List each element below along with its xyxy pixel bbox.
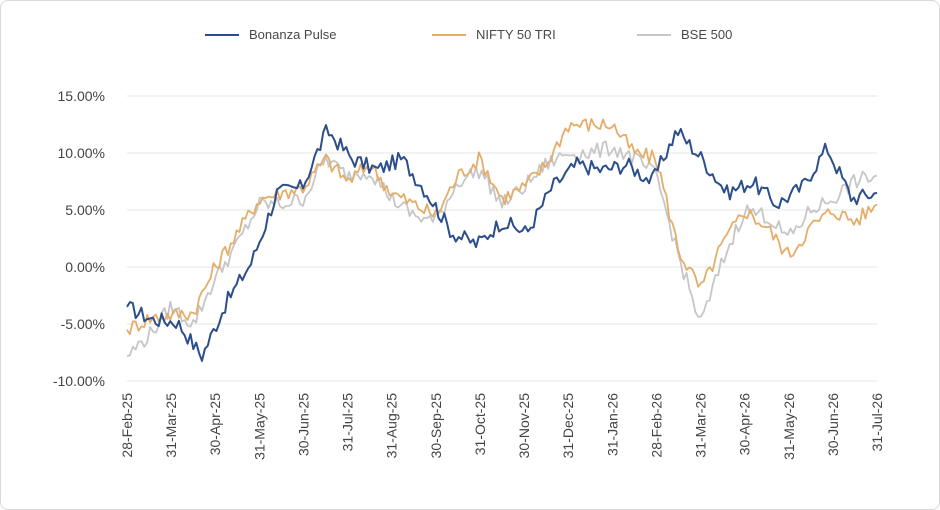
x-tick-label: 30-Jun-25 (295, 393, 311, 456)
legend-item-bse-500: BSE 500 (637, 27, 732, 42)
chart-series (126, 118, 878, 362)
x-tick-label: 31-May-26 (781, 393, 797, 460)
legend-swatch-bonanza-pulse (205, 33, 239, 36)
x-tick-label: 28-Feb-25 (119, 393, 135, 458)
x-tick-label: 31-Mar-25 (163, 393, 179, 458)
x-tick-label: 31-Mar-26 (693, 393, 709, 458)
legend-label-bse-500: BSE 500 (681, 27, 733, 42)
y-tick-label: 5.00% (65, 202, 105, 218)
x-tick-label: 28-Feb-26 (648, 393, 664, 458)
x-tick-label: 30-Apr-25 (207, 393, 223, 455)
y-tick-label: 15.00% (58, 88, 105, 104)
x-axis-ticks: 28-Feb-25 31-Mar-25 30-Apr-25 31-May-25 30-J… (119, 393, 885, 460)
y-tick-label: 10.00% (58, 145, 105, 161)
x-tick-label: 30-Sep-25 (428, 393, 444, 459)
y-axis-ticks: 15.00% 10.00% 5.00% 0.00% -5.00% -10.00% (53, 88, 105, 389)
x-tick-label: 31-May-25 (251, 393, 267, 460)
legend-swatch-bse-500 (637, 33, 671, 36)
x-tick-label: 30-Jun-26 (825, 393, 841, 456)
y-tick-label: -5.00% (61, 316, 105, 332)
series-line-bse-500 (126, 140, 878, 357)
legend-item-nifty-50-tri: NIFTY 50 TRI (432, 27, 556, 42)
x-tick-label: 31-Jul-25 (340, 393, 356, 452)
series-line-bonanza-pulse (126, 124, 878, 362)
x-tick-label: 31-Jul-26 (869, 393, 885, 452)
x-tick-label: 30-Nov-25 (516, 393, 532, 459)
legend-swatch-nifty-50-tri (432, 33, 466, 36)
chart-legend: Bonanza Pulse NIFTY 50 TRI BSE 500 (0, 27, 940, 49)
x-tick-label: 31-Aug-25 (384, 393, 400, 459)
legend-item-bonanza-pulse: Bonanza Pulse (205, 27, 336, 42)
x-tick-label: 31-Jan-26 (604, 393, 620, 456)
legend-label-bonanza-pulse: Bonanza Pulse (249, 27, 337, 42)
series-line-nifty-50-tri (126, 118, 878, 336)
y-tick-label: 0.00% (65, 259, 105, 275)
x-tick-label: 31-Oct-25 (472, 393, 488, 455)
x-tick-label: 31-Dec-25 (560, 393, 576, 459)
y-tick-label: -10.00% (53, 373, 105, 389)
chart-grid (127, 95, 877, 382)
x-tick-label: 30-Apr-26 (737, 393, 753, 455)
legend-label-nifty-50-tri: NIFTY 50 TRI (476, 27, 556, 42)
